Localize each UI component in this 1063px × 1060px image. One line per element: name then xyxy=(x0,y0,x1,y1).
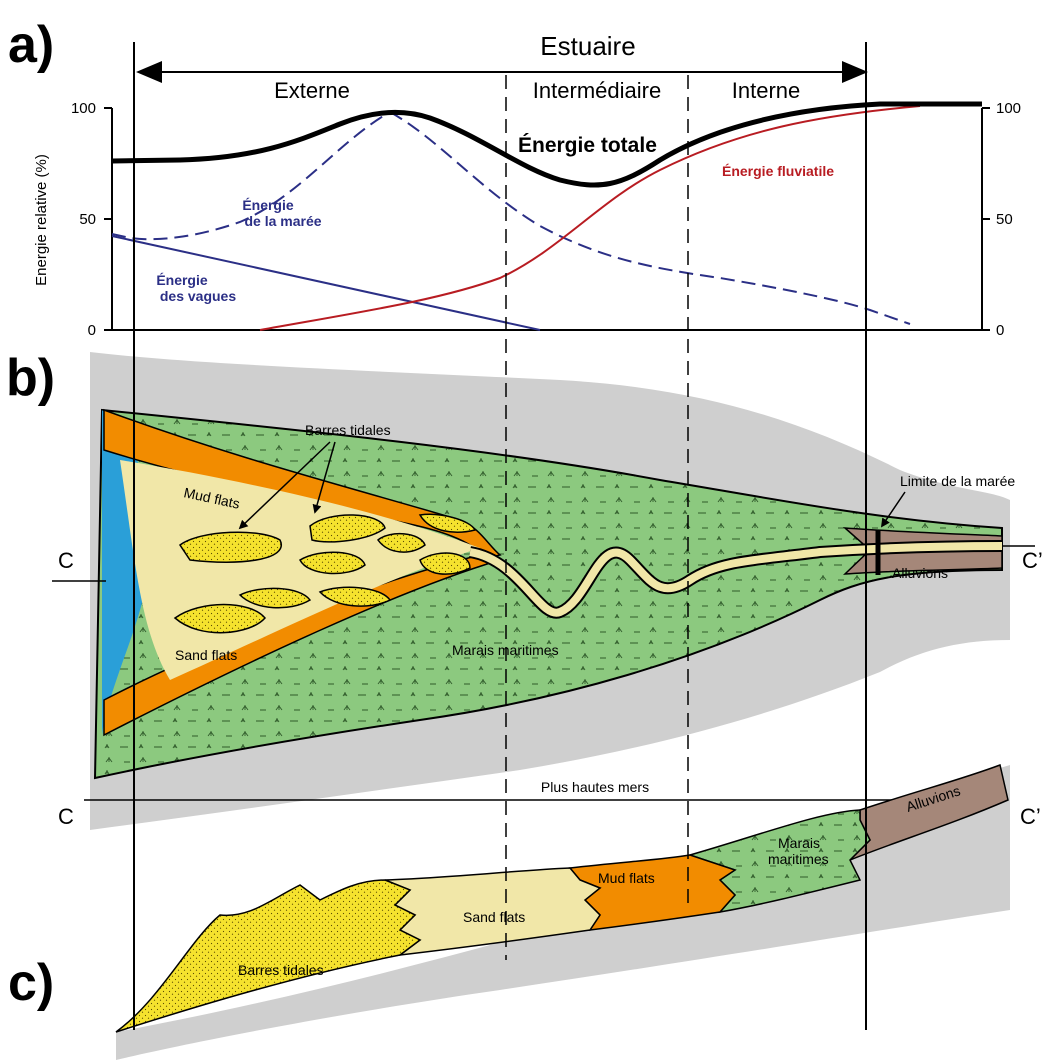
tide-limit-label: Limite de la marée xyxy=(900,473,1015,489)
marsh-label-cross-2: maritimes xyxy=(768,851,829,867)
tidal-bars-label-plan: Barres tidales xyxy=(305,422,391,438)
panel-label-b: b) xyxy=(6,349,55,407)
estuary-arrow-left-head xyxy=(136,61,162,83)
tidal-bar-1 xyxy=(178,531,283,563)
fluvial-energy-curve xyxy=(259,105,921,331)
substrate xyxy=(116,765,1010,1060)
tidal-bars-arrow-1 xyxy=(238,441,331,530)
section-c-prime-plan: C’ xyxy=(1022,548,1043,573)
alluvium-label-plan: Alluvions xyxy=(892,565,948,581)
y-tick-left-0: 0 xyxy=(88,322,96,339)
section-c-cross: C xyxy=(58,804,74,829)
tidal-bars-cross xyxy=(115,879,422,1033)
section-c-plan: C xyxy=(58,548,74,573)
panel-label-c: c) xyxy=(8,954,54,1012)
tidal-bar-5 xyxy=(299,551,366,575)
panel-label-a: a) xyxy=(8,16,54,74)
sand-flats-cross xyxy=(384,867,602,957)
y-tick-left-50: 50 xyxy=(79,211,96,228)
tidal-bar-9 xyxy=(318,586,392,607)
zone-interne: Interne xyxy=(732,78,801,103)
tidal-bars-arrow-2 xyxy=(312,441,336,514)
y-tick-right-100: 100 xyxy=(996,100,1021,117)
section-c-prime-cross: C’ xyxy=(1020,804,1041,829)
tide-energy-label-1: Énergie xyxy=(242,197,294,213)
fluvial-energy-label: Énergie fluviatile xyxy=(722,163,834,179)
tidal-bar-6 xyxy=(419,552,471,575)
sea-level-label: Plus hautes mers xyxy=(541,779,649,795)
y-tick-left-100: 100 xyxy=(71,100,96,117)
wave-energy-curve xyxy=(111,235,541,331)
sand-flats-label-cross: Sand flats xyxy=(463,909,525,925)
wave-energy-label-2: des vagues xyxy=(160,288,236,304)
total-energy-label: Énergie totale xyxy=(518,134,657,157)
alluvium-cross xyxy=(849,763,1009,861)
y-tick-right-50: 50 xyxy=(996,211,1013,228)
zone-externe: Externe xyxy=(274,78,350,103)
tidal-bar-4 xyxy=(376,533,426,553)
estuary-arrow-right-head xyxy=(842,61,868,83)
wave-energy-label-1: Énergie xyxy=(156,272,208,288)
cross-section: c) Plus hautes mers C C’ Barres tidales … xyxy=(8,763,1041,1060)
tidal-bars-label-cross: Barres tidales xyxy=(238,962,324,978)
total-energy-curve xyxy=(111,101,982,188)
tidal-bar-2 xyxy=(309,514,386,543)
plan-view: b) C C’ Limite de la marée xyxy=(6,349,1043,830)
sand-flats-label-plan: Sand flats xyxy=(175,647,237,663)
zone-intermediaire: Intermédiaire xyxy=(533,78,661,103)
tidal-bar-3 xyxy=(418,513,477,533)
tide-energy-curve-2 xyxy=(389,111,911,325)
mud-flats-label-cross: Mud flats xyxy=(598,870,655,886)
tidal-bar-8 xyxy=(238,587,312,609)
tidal-channel xyxy=(469,542,1003,617)
estuary-label: Estuaire xyxy=(540,31,635,61)
y-tick-right-0: 0 xyxy=(996,322,1004,339)
marsh-label-cross-1: Marais xyxy=(778,835,820,851)
tide-limit-arrow xyxy=(880,491,906,528)
energy-chart: a) 100 50 0 100 50 0 Energie relative (%… xyxy=(8,16,1021,339)
tide-energy-curve xyxy=(111,111,391,241)
y-axis-label: Energie relative (%) xyxy=(33,154,50,286)
tidal-bar-7 xyxy=(173,603,266,634)
marsh-cross xyxy=(687,809,871,914)
tide-energy-label-2: de la marée xyxy=(244,213,321,229)
